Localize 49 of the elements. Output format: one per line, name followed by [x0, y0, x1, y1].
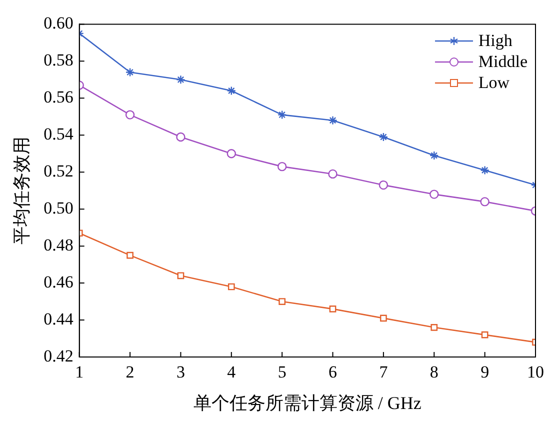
legend-label: High — [478, 30, 512, 52]
point — [176, 132, 186, 142]
point — [126, 252, 134, 259]
point — [277, 110, 287, 120]
legend-label: Middle — [478, 51, 528, 72]
y-tick-label: 0.58 — [44, 50, 74, 70]
point — [430, 150, 439, 160]
x-tick-label: 3 — [176, 362, 185, 382]
point — [176, 75, 186, 84]
point — [430, 190, 439, 199]
point — [226, 149, 236, 158]
y-tick-label: 0.54 — [44, 124, 74, 144]
y-tick-label: 0.60 — [44, 14, 74, 33]
x-tick-label: 6 — [328, 362, 338, 382]
y-tick-label: 0.48 — [44, 236, 74, 255]
legend-label: Low — [478, 72, 510, 94]
y-tick-label: 0.44 — [44, 309, 74, 328]
point — [125, 110, 135, 120]
point — [480, 166, 490, 175]
x-tick-label: 7 — [379, 362, 388, 382]
point — [177, 272, 184, 280]
point — [328, 169, 338, 179]
y-tick-label: 0.56 — [44, 88, 74, 107]
point — [378, 132, 388, 142]
y-tick-label: 0.46 — [44, 272, 74, 292]
point — [125, 68, 135, 77]
x-tick-label: 9 — [480, 362, 490, 382]
point — [278, 298, 286, 305]
y-tick-label: 0.42 — [44, 346, 74, 366]
point — [481, 331, 488, 338]
point — [277, 162, 287, 172]
point — [329, 306, 336, 312]
point — [228, 283, 235, 290]
y-tick-label: 0.52 — [44, 162, 74, 181]
x-tick-label: 10 — [527, 362, 544, 382]
x-tick-label: 2 — [126, 362, 134, 382]
x-tick-label: 1 — [75, 362, 84, 382]
point — [480, 197, 490, 206]
x-tick-label: 5 — [278, 362, 286, 382]
point — [430, 324, 438, 331]
y-axis-title: 平均任务效用 — [12, 136, 32, 245]
x-tick-label: 4 — [227, 362, 236, 382]
point — [328, 116, 338, 125]
point — [378, 180, 388, 190]
point — [226, 86, 236, 96]
point — [380, 314, 387, 322]
y-tick-label: 0.50 — [44, 198, 74, 218]
x-tick-label: 8 — [430, 362, 438, 382]
x-axis-title: 单个任务所需计算资源 / GHz — [193, 392, 422, 413]
